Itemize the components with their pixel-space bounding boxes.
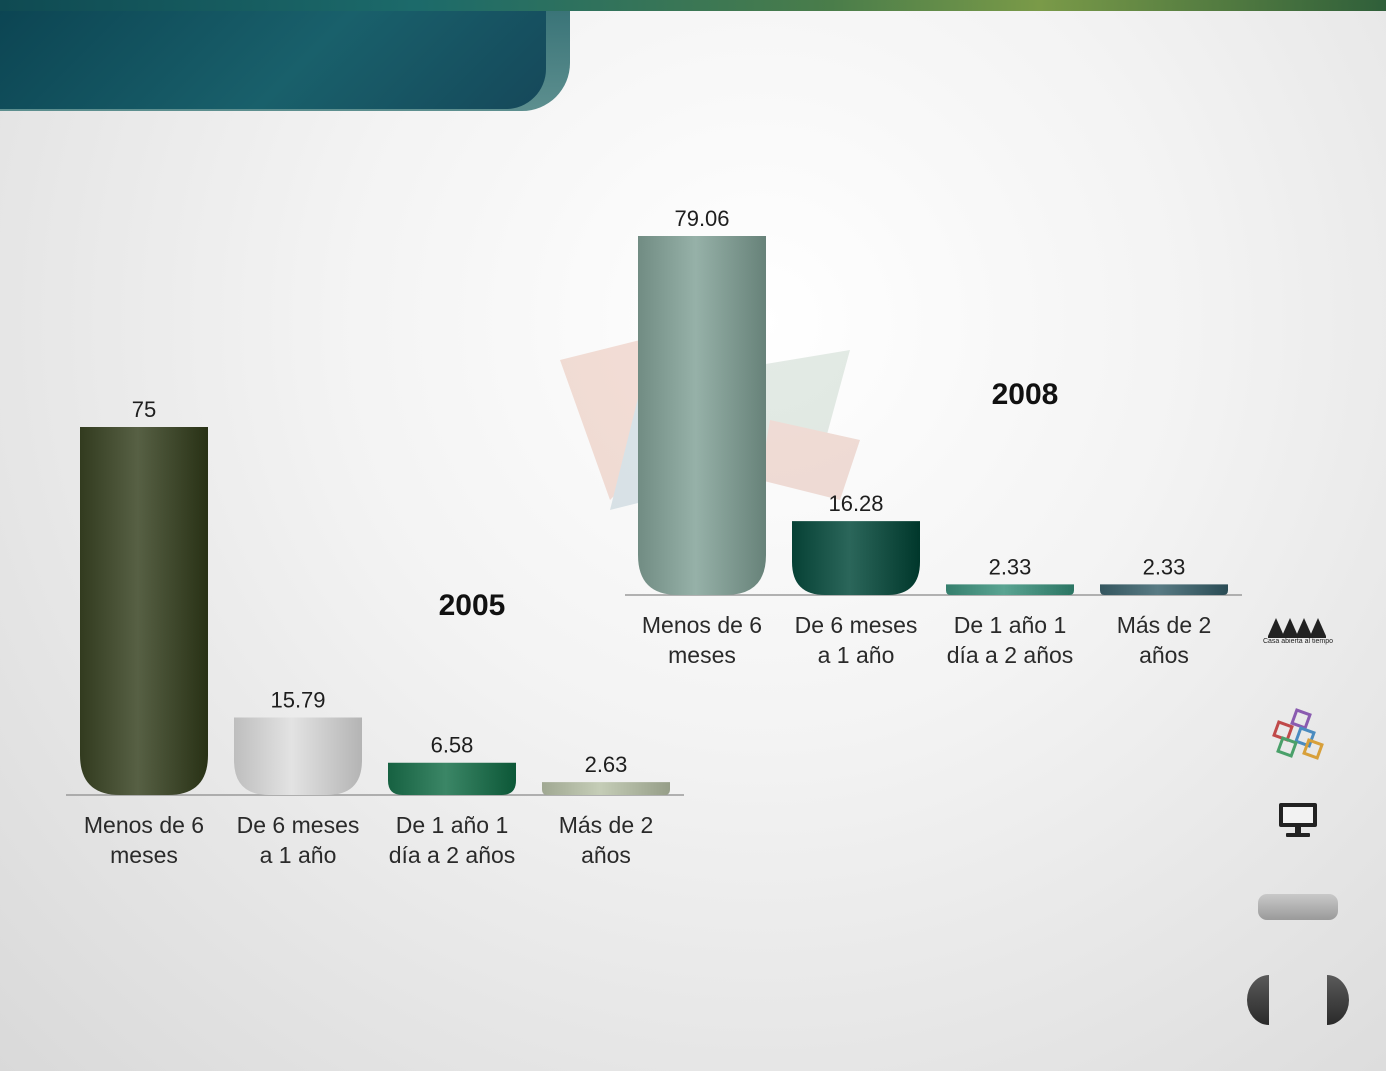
next-arrow-icon[interactable] — [1327, 975, 1349, 1025]
data-label-3: 2.33 — [989, 554, 1032, 579]
category-label-1: Menos de 6 — [642, 612, 762, 638]
bar-3 — [946, 584, 1074, 595]
category-label-4: años — [1139, 642, 1189, 668]
chart-title: 2005 — [439, 589, 506, 622]
data-label-1: 75 — [132, 397, 156, 422]
bar-4 — [1100, 584, 1228, 595]
chart-title: 2008 — [992, 378, 1059, 411]
category-label-2: De 6 meses — [237, 812, 360, 838]
uam-logo-icon — [1268, 618, 1326, 638]
category-label-3: día a 2 años — [947, 642, 1074, 668]
category-label-3: De 1 año 1 — [954, 612, 1067, 638]
category-label-2: a 1 año — [260, 842, 337, 868]
category-label-3: día a 2 años — [389, 842, 516, 868]
gray-nav-button[interactable] — [1258, 894, 1338, 920]
category-label-1: meses — [668, 642, 736, 668]
bar-2 — [234, 717, 362, 795]
monitor-icon[interactable] — [1276, 800, 1320, 840]
category-label-4: Más de 2 — [1117, 612, 1212, 638]
bar-1 — [638, 236, 766, 595]
data-label-4: 2.33 — [1143, 554, 1186, 579]
category-label-1: Menos de 6 — [84, 812, 204, 838]
data-label-3: 6.58 — [431, 733, 474, 758]
category-label-2: a 1 año — [818, 642, 895, 668]
logo-caption: Casa abierta al tiempo — [1262, 638, 1334, 645]
category-label-3: De 1 año 1 — [396, 812, 509, 838]
data-label-1: 79.06 — [674, 206, 729, 231]
category-label-1: meses — [110, 842, 178, 868]
data-label-2: 16.28 — [828, 491, 883, 516]
category-label-4: Más de 2 — [559, 812, 654, 838]
bar-3 — [388, 762, 516, 795]
cube-logo-icon — [1272, 708, 1324, 760]
bar-2 — [792, 521, 920, 595]
category-label-4: años — [581, 842, 631, 868]
header-tab — [0, 11, 546, 109]
prev-arrow-icon[interactable] — [1247, 975, 1269, 1025]
top-color-strip — [0, 0, 1386, 11]
chart-2005: 75 Menos de 6 meses 15.79 De 6 meses a 1 año 6… — [66, 397, 684, 868]
data-label-2: 15.79 — [270, 688, 325, 713]
bar-4 — [542, 782, 670, 795]
category-label-2: De 6 meses — [795, 612, 918, 638]
bar-1 — [80, 427, 208, 795]
data-label-4: 2.63 — [585, 752, 628, 777]
